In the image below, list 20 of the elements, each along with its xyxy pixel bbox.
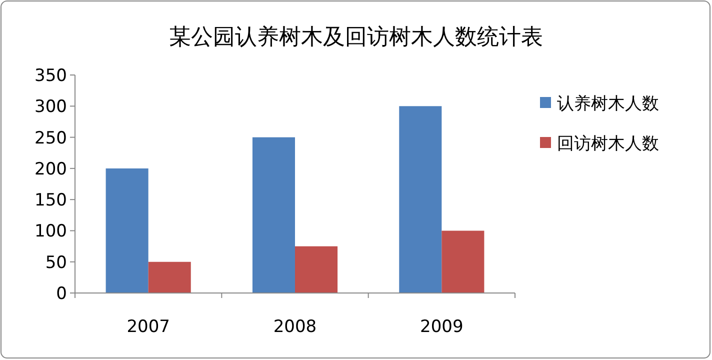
x-tick-label: 2008 — [273, 317, 317, 337]
y-tick-label: 250 — [34, 128, 67, 148]
x-tick-label: 2009 — [420, 317, 464, 337]
y-tick-label: 50 — [45, 252, 67, 273]
y-tick-label: 150 — [34, 190, 67, 211]
legend-label: 认养树木人数 — [557, 94, 659, 114]
y-tick-label: 100 — [34, 222, 67, 242]
legend-label: 回访树木人数 — [557, 134, 659, 154]
y-tick-label: 0 — [56, 284, 67, 304]
bar — [295, 246, 338, 293]
bar — [106, 168, 148, 293]
bar — [399, 106, 442, 293]
bar — [252, 137, 295, 293]
y-tick-label: 200 — [34, 159, 67, 180]
x-tick-label: 2007 — [126, 317, 170, 337]
bar — [442, 230, 484, 293]
y-tick-label: 300 — [34, 97, 67, 118]
bar — [148, 262, 191, 293]
chart-title: 某公园认养树木及回访树木人数统计表 — [169, 25, 543, 50]
y-tick-label: 350 — [34, 66, 67, 86]
